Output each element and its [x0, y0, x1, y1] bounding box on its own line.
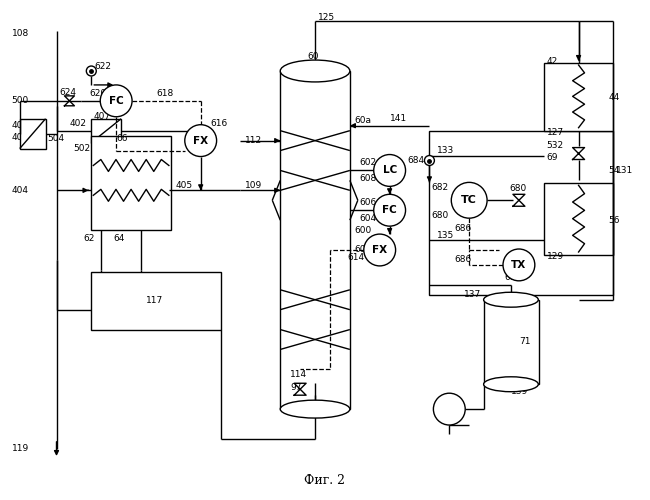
Text: 502: 502: [73, 144, 90, 153]
Text: 404: 404: [12, 186, 29, 195]
Text: 135: 135: [437, 230, 454, 239]
Text: FC: FC: [382, 205, 397, 215]
Text: TC: TC: [462, 196, 477, 205]
Text: 114: 114: [290, 370, 307, 379]
Text: 400: 400: [12, 121, 29, 130]
Text: 504: 504: [47, 134, 65, 143]
Bar: [544, 63, 614, 130]
Bar: [484, 300, 539, 384]
Text: 97: 97: [290, 382, 302, 392]
Text: 686: 686: [454, 256, 471, 264]
Text: 500: 500: [12, 96, 29, 106]
Text: 600: 600: [355, 226, 372, 234]
Text: FX: FX: [193, 136, 208, 145]
Text: 119: 119: [12, 444, 29, 454]
Text: 108: 108: [12, 28, 29, 38]
Text: TX: TX: [512, 260, 526, 270]
Text: 682: 682: [432, 183, 448, 192]
Circle shape: [434, 393, 465, 425]
Text: 532: 532: [547, 141, 564, 150]
Text: 606: 606: [360, 198, 377, 207]
Text: 117: 117: [146, 296, 163, 305]
Text: 602: 602: [360, 158, 377, 167]
Circle shape: [451, 182, 487, 218]
Text: 139: 139: [511, 386, 528, 396]
Text: 64: 64: [113, 234, 125, 242]
Text: 127: 127: [547, 128, 564, 137]
Text: 684: 684: [408, 156, 424, 165]
Text: 608: 608: [360, 174, 377, 183]
Text: 112: 112: [246, 136, 263, 145]
Text: FX: FX: [372, 245, 387, 255]
Bar: [544, 184, 614, 255]
Bar: [430, 130, 614, 294]
Text: 686: 686: [454, 224, 471, 232]
Circle shape: [503, 249, 535, 281]
Text: 60a: 60a: [355, 116, 372, 125]
Circle shape: [374, 194, 406, 226]
Text: FC: FC: [109, 96, 124, 106]
Text: 620: 620: [89, 90, 107, 98]
Text: 604: 604: [360, 214, 377, 222]
Ellipse shape: [484, 292, 538, 307]
Text: 407: 407: [94, 112, 111, 121]
Text: 60b: 60b: [355, 246, 372, 254]
Text: 403: 403: [12, 133, 29, 142]
Text: 125: 125: [318, 13, 335, 22]
Text: 141: 141: [389, 114, 407, 123]
Text: 66: 66: [116, 134, 127, 143]
Text: 71: 71: [519, 337, 530, 346]
Text: 56: 56: [608, 216, 620, 224]
Bar: [20, 118, 46, 148]
Circle shape: [185, 124, 216, 156]
Text: 616: 616: [211, 119, 228, 128]
Text: Фиг. 2: Фиг. 2: [304, 474, 346, 487]
Text: 618: 618: [156, 90, 173, 98]
Text: 688: 688: [504, 274, 521, 282]
Circle shape: [424, 156, 434, 166]
Text: 402: 402: [70, 119, 86, 128]
Text: 109: 109: [246, 181, 263, 190]
Text: 60: 60: [307, 52, 318, 60]
Text: 405: 405: [176, 181, 193, 190]
Text: 73: 73: [437, 404, 450, 414]
Text: 680: 680: [509, 184, 527, 193]
Text: 129: 129: [547, 252, 564, 262]
Bar: [91, 136, 171, 230]
Bar: [91, 118, 121, 142]
Bar: [280, 71, 350, 409]
Text: 62: 62: [83, 234, 95, 242]
Circle shape: [100, 85, 132, 116]
Text: 44: 44: [608, 94, 619, 102]
Text: 614: 614: [348, 254, 365, 262]
Text: 137: 137: [464, 290, 482, 299]
Bar: [91, 272, 220, 330]
Text: 680: 680: [432, 210, 448, 220]
Circle shape: [86, 66, 96, 76]
Text: 54: 54: [608, 166, 620, 175]
Circle shape: [364, 234, 396, 266]
Text: 622: 622: [94, 62, 111, 70]
Text: 133: 133: [437, 146, 454, 155]
Ellipse shape: [484, 377, 538, 392]
Ellipse shape: [280, 60, 350, 82]
Text: 624: 624: [60, 88, 77, 98]
Text: 42: 42: [547, 56, 558, 66]
Circle shape: [374, 154, 406, 186]
Ellipse shape: [280, 400, 350, 418]
Text: 69: 69: [547, 153, 558, 162]
Text: LC: LC: [382, 166, 396, 175]
Text: 131: 131: [616, 166, 634, 175]
